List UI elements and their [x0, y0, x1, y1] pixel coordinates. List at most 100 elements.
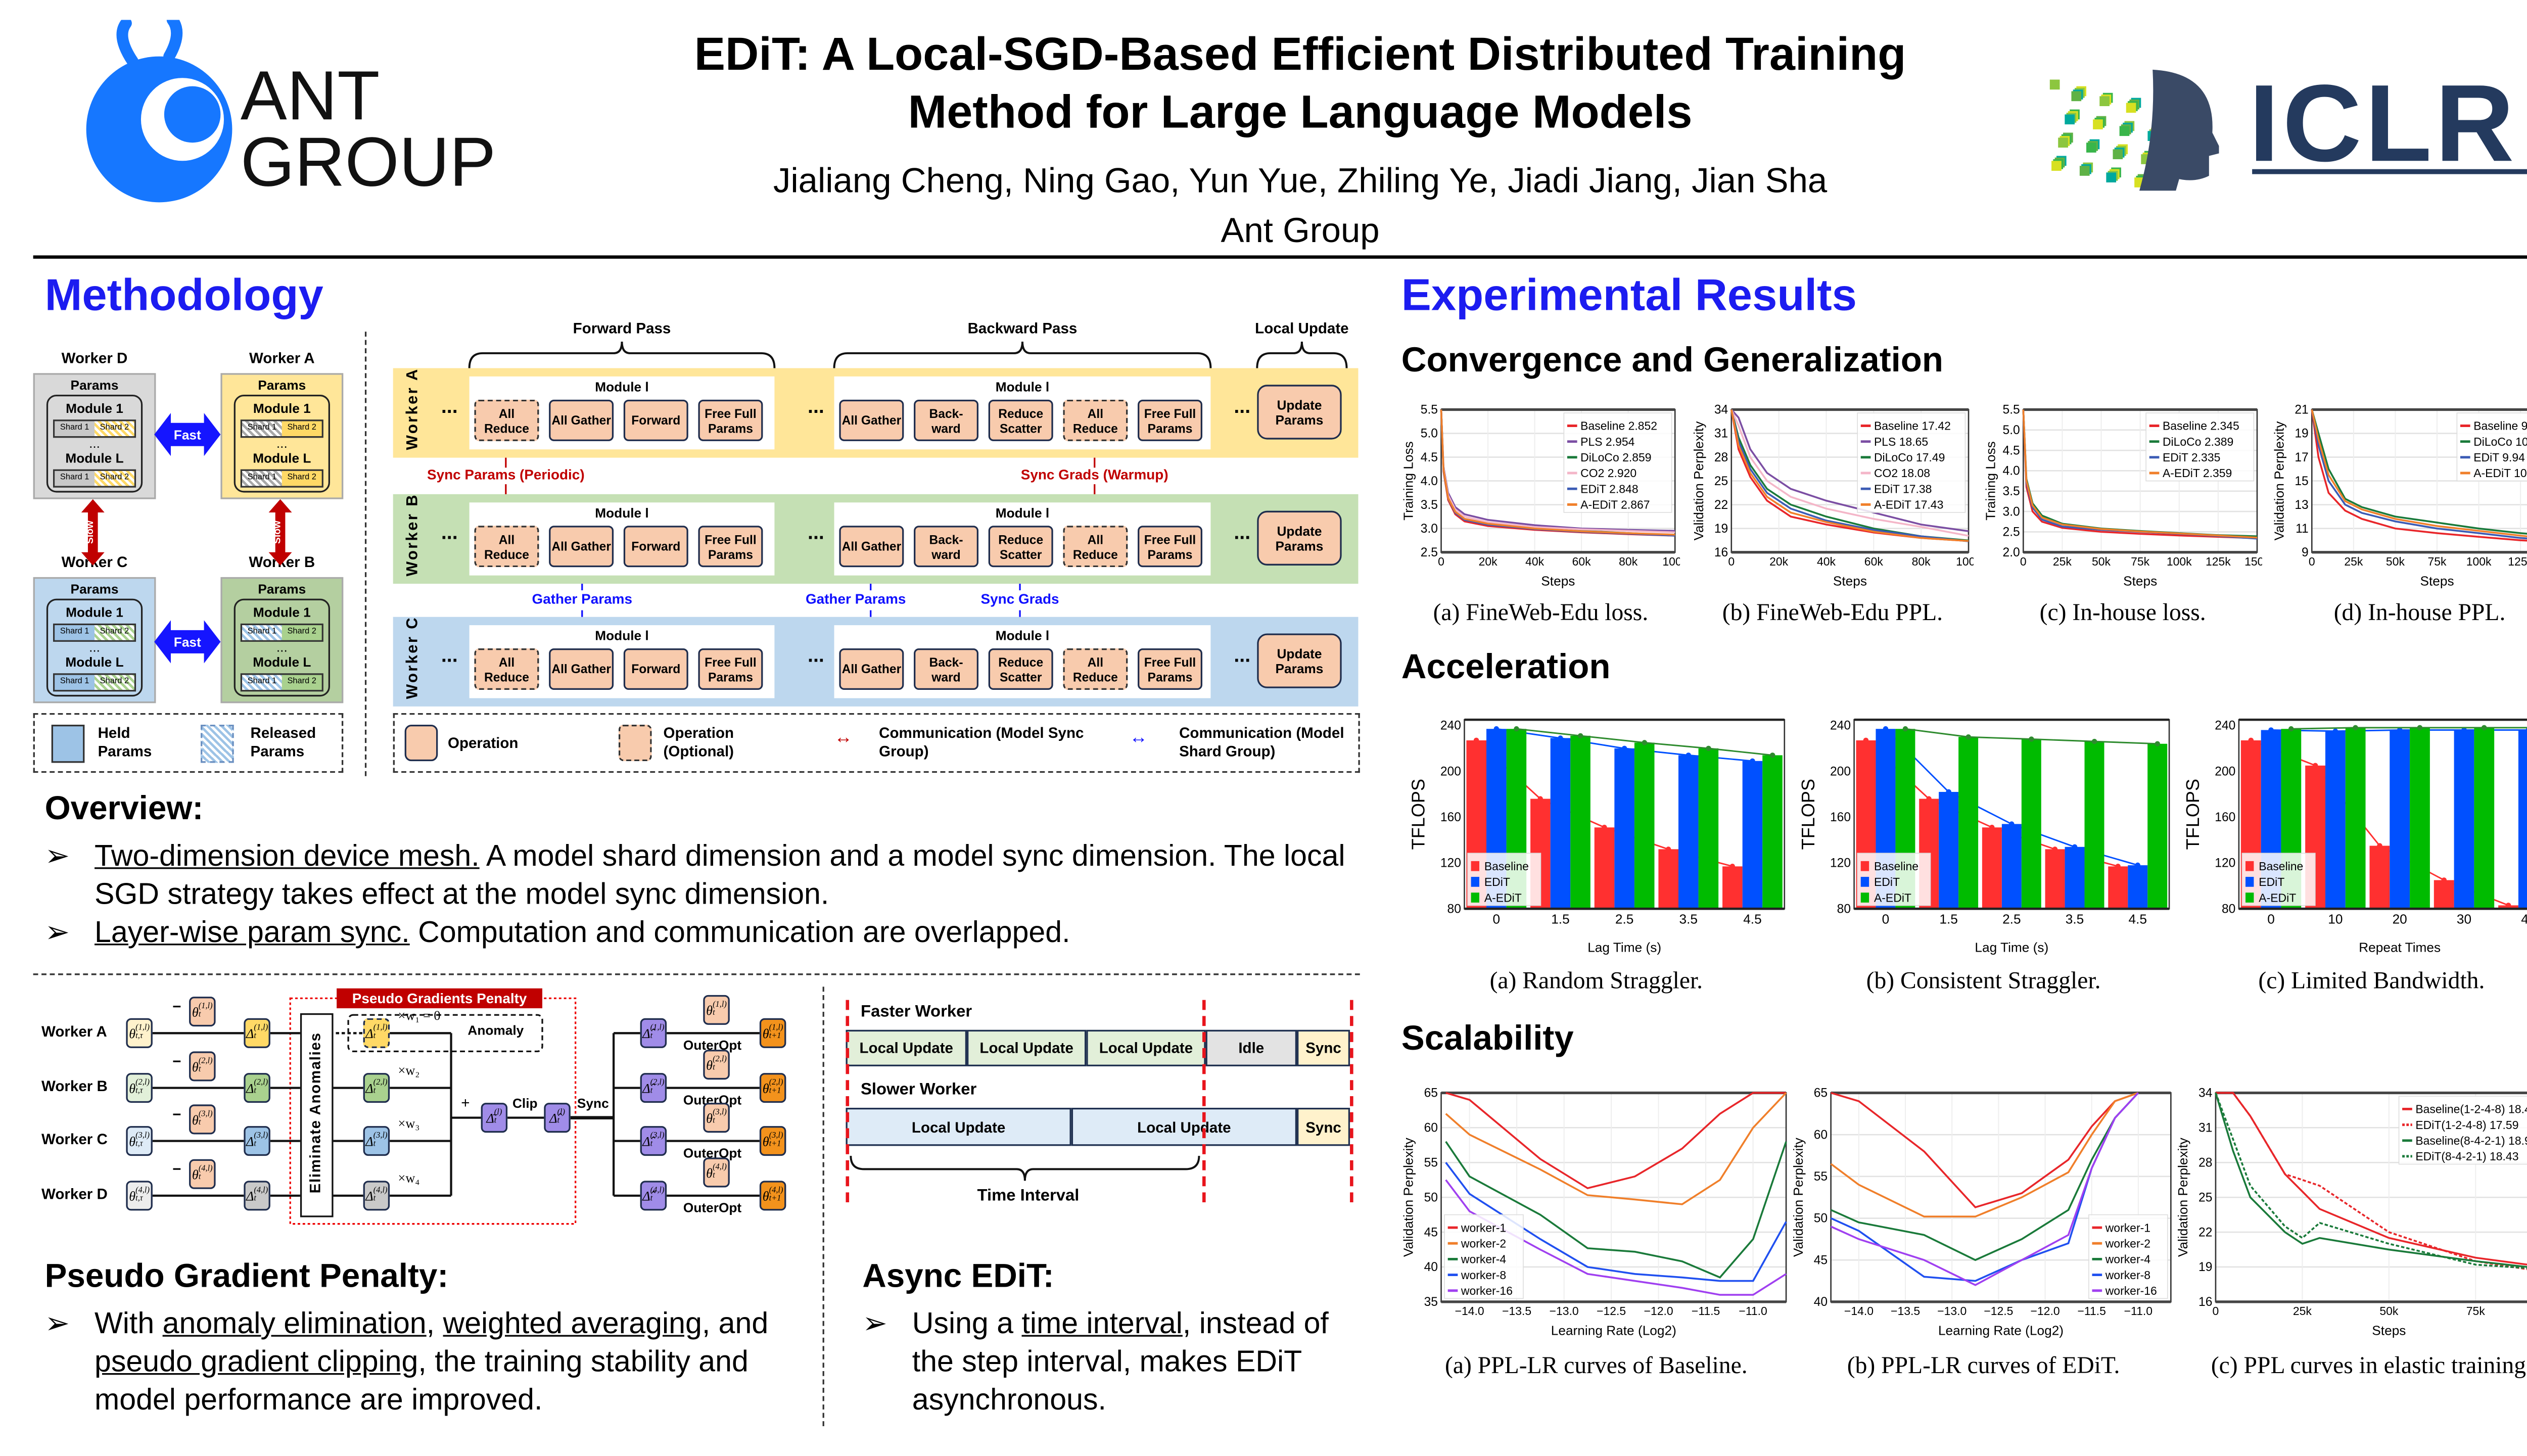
op-reduce-scatter: Reduce Scatter [988, 399, 1053, 441]
fast-label: Fast [174, 428, 201, 443]
legend-box [1563, 412, 1672, 513]
x-tick-label: −13.5 [1891, 1304, 1920, 1318]
bar-a-edit [2084, 741, 2104, 909]
x-tick-label: 75k [2466, 1304, 2486, 1318]
pgp-heading: Pseudo Gradient Penalty: [44, 1258, 449, 1295]
symbol: Δ̂ [642, 1188, 650, 1203]
series-line-worker-1 [1831, 1092, 2139, 1208]
trend-marker [2461, 727, 2467, 733]
ellipsis: ... [441, 394, 458, 418]
pseudo-gradient-box: Δ (2,l) t [244, 1073, 270, 1103]
module-label: Module L [253, 655, 311, 670]
trend-marker [2009, 821, 2015, 827]
superscript: (3,l) [135, 1133, 150, 1141]
bullet-item: ➢ Layer-wise param sync. Computation and … [45, 914, 1355, 952]
ellipsis: ... [1234, 643, 1251, 667]
sync-boundary-line [1202, 1000, 1206, 1203]
module-label: Module L [253, 451, 311, 466]
legend-swatch [1471, 877, 1480, 887]
trend-marker [2248, 737, 2254, 743]
y-tick-label: 22 [1714, 498, 1728, 512]
legend: worker-1 worker-2 worker-4 worker-8 worker-1… [2088, 1214, 2168, 1299]
y-tick-label: 11 [2296, 522, 2309, 536]
legend-label: A-EDiT 2.867 [1580, 498, 1650, 511]
released-params-label: Released Params [250, 724, 316, 760]
x-tick-label: 1.5 [1551, 912, 1570, 927]
chart-ppl-lr-baseline: 35 40 45 50 55 60 65 Validation Perplexity Learn… [1401, 1087, 1787, 1338]
superscript: (3,l) [373, 1133, 388, 1141]
poster-title-line1: EDiT: A Local-SGD-Based Efficient Distri… [694, 28, 1906, 80]
superscript: (2,l) [198, 1058, 213, 1066]
plus-sign: + [461, 1094, 470, 1111]
phase-label: Local Update [1255, 320, 1349, 337]
trend-marker [1577, 733, 1583, 739]
legend-box [2241, 853, 2316, 906]
symbol: θ [762, 1025, 769, 1041]
x-tick-label: −11.0 [2124, 1304, 2152, 1318]
clipped-gradient-box: Δ̂ (l) t [544, 1103, 571, 1133]
logo-pixel [2049, 79, 2060, 90]
y-tick-label: 5.5 [1421, 403, 1438, 417]
theta-local-box: θ (1,l) t,τ [126, 1018, 153, 1048]
shard-1: Shard 1 [242, 471, 282, 486]
trend-marker [2052, 847, 2058, 852]
op-all-reduce: All Reduce [1063, 526, 1128, 568]
y-tick-label: 55 [1424, 1156, 1438, 1169]
y-axis-label: TFLOPS [1798, 779, 1818, 850]
series-line-worker-16 [1830, 1092, 2139, 1286]
legend-box [1857, 412, 1966, 513]
shard-1: Shard 1 [55, 625, 95, 640]
indices: (2,l) t [650, 1079, 665, 1096]
y-tick-label: 160 [2215, 811, 2235, 824]
sync-grads-warmup-label: Sync Grads (Warmup) [1020, 466, 1168, 483]
pseudo-gradient-box: Δ (4,l) t [244, 1181, 270, 1211]
x-axis-label: Lag Time (s) [1975, 940, 2048, 955]
logo-pixel [2071, 91, 2082, 102]
sync-boundary-line [846, 1000, 850, 1203]
pgp-worker-label: Worker B [41, 1077, 108, 1095]
superscript: (2,l) [650, 1079, 665, 1088]
x-tick-label: 2.5 [1615, 912, 1634, 927]
legend: worker-1 worker-2 worker-4 worker-8 worker-1… [1444, 1214, 1524, 1299]
x-axis-label: Steps [2420, 573, 2454, 588]
x-tick-label: −13.0 [1937, 1304, 1967, 1318]
bar-a-edit [2021, 739, 2041, 909]
header-divider [33, 255, 2527, 259]
legend-label: EDiT(8-4-2-1) 18.43 [2415, 1150, 2518, 1163]
superscript: (2,l) [135, 1079, 150, 1088]
trend-marker [2377, 843, 2382, 849]
underlined-keyword: anomaly elimination [162, 1306, 427, 1340]
legend-label: A-EDiT [2259, 891, 2296, 904]
series-line-worker-8 [1445, 1162, 1787, 1282]
y-tick-label: 5.5 [2003, 403, 2020, 417]
trend-marker [2505, 903, 2511, 908]
chart-inhouse-loss: 2.0 2.5 3.0 3.5 4.0 4.5 5.0 5.5 Training Loss Ste… [1984, 403, 2262, 589]
pgp-worker-label: Worker A [41, 1023, 107, 1040]
superscript: (3,l) [713, 1109, 727, 1118]
bar-edit [2390, 730, 2410, 909]
x-tick-label: −11.5 [2078, 1304, 2106, 1318]
shard-row: Shard 1 Shard 2 [53, 469, 136, 488]
series-line-a-edit [1440, 409, 1675, 536]
symbol: θ [706, 1002, 713, 1018]
superscript: (4,l) [198, 1165, 213, 1175]
y-tick-label: 28 [2198, 1156, 2212, 1169]
weight-label: ×w₂ [398, 1063, 420, 1078]
indices: (2,l) t+1 [769, 1079, 783, 1096]
subscript: t [198, 1119, 201, 1128]
series-line-worker-4 [1830, 1092, 2139, 1261]
bullet-text: A model shard dimension and a model sync… [95, 839, 1345, 911]
indices: (4,l) t [199, 1166, 213, 1183]
legend: Baseline 9.82 DiLoCo 10.31 EDiT 9.94 A-EDiT… [2456, 412, 2527, 482]
sync-comm-label: Communication (Model Sync Group) [879, 724, 1084, 760]
y-axis-label: TFLOPS [2182, 779, 2203, 850]
ellipsis: ... [808, 643, 824, 667]
bar-edit [2454, 730, 2474, 909]
bullet-text: Computation and communication are overla… [409, 915, 1070, 949]
trend-marker [1863, 737, 1869, 743]
x-tick-label: 1.5 [1939, 912, 1958, 927]
op-all-gather: All Gather [549, 648, 614, 690]
subscript: t [557, 1117, 560, 1126]
superscript: (2,l) [769, 1079, 783, 1088]
y-tick-label: 13 [2295, 498, 2308, 512]
